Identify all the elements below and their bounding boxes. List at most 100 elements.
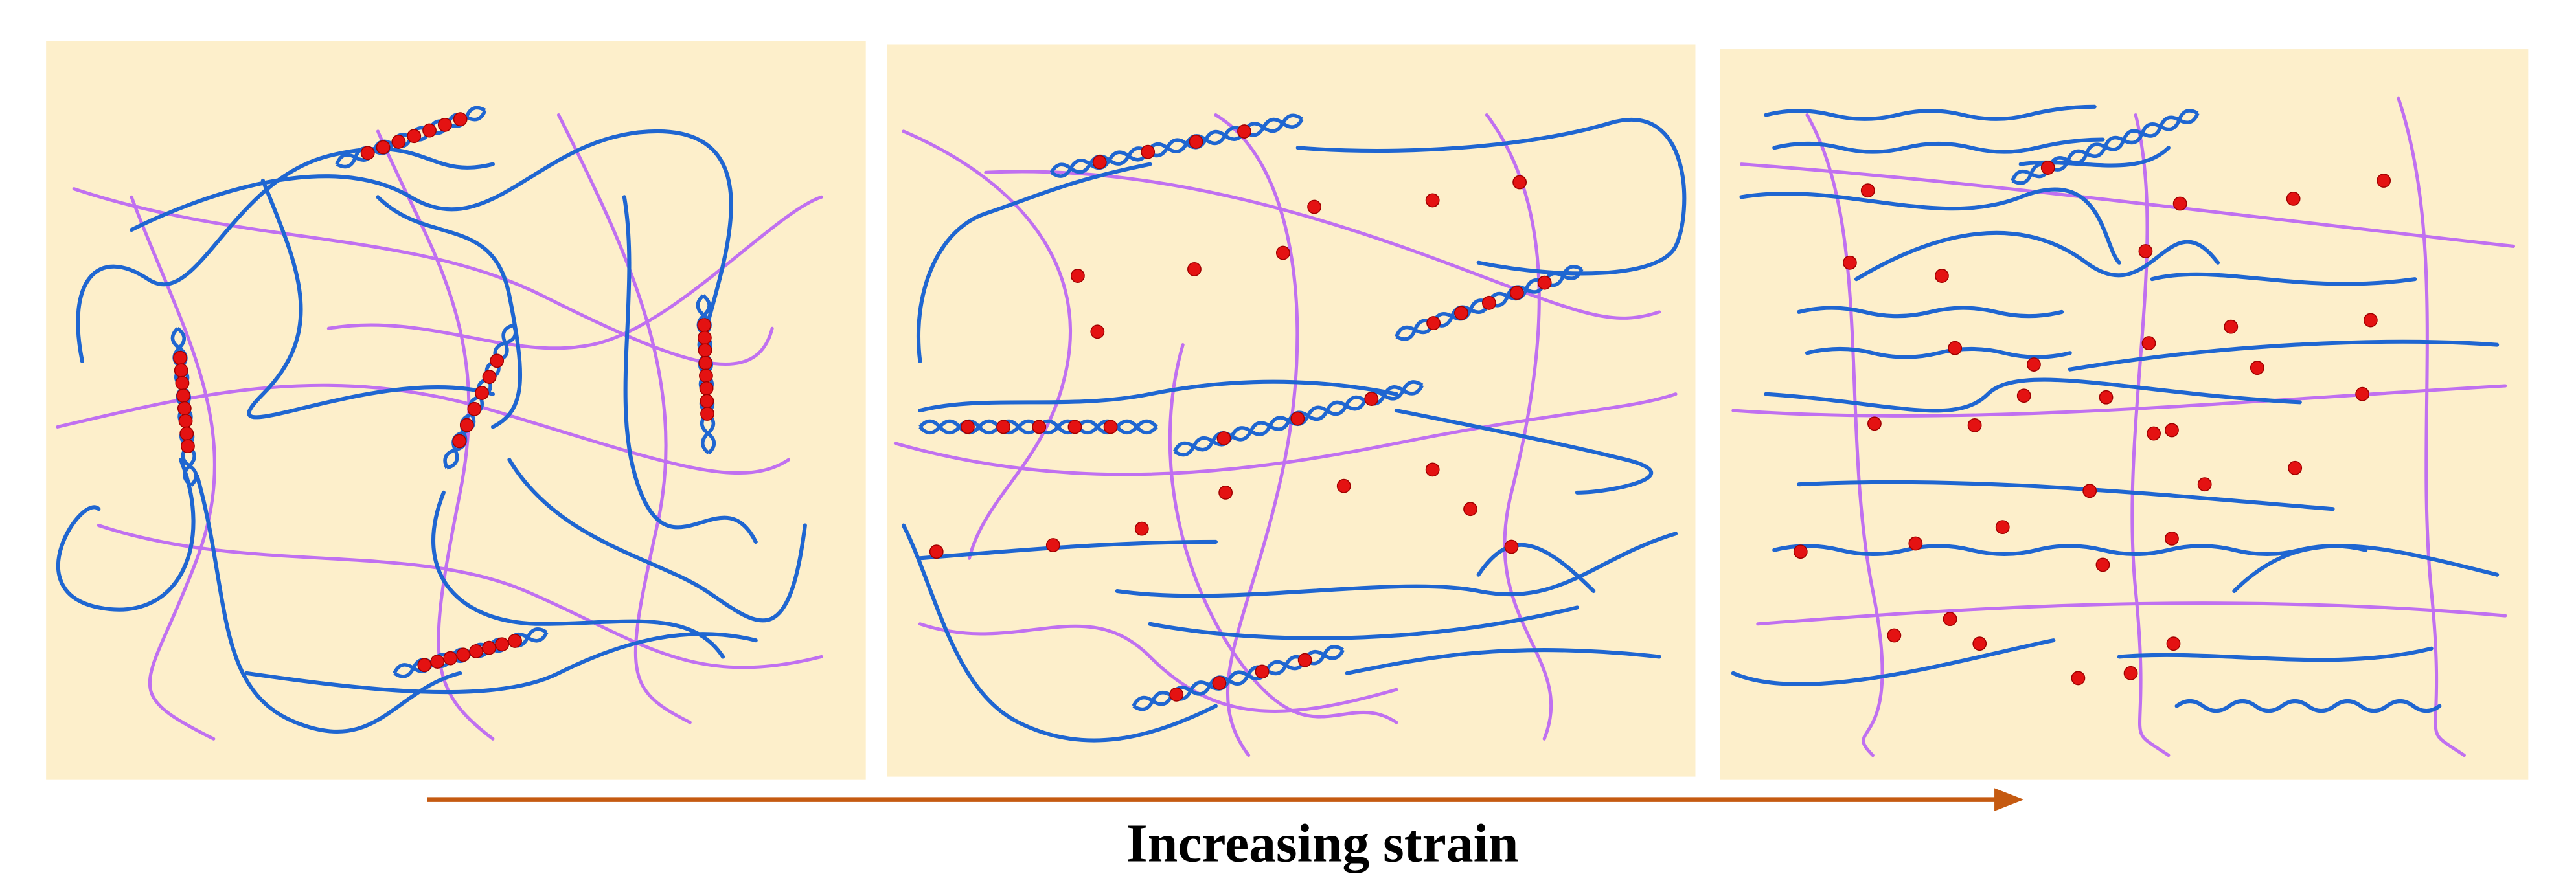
ion	[1504, 539, 1519, 554]
polymer-chain	[1764, 377, 2302, 413]
ion	[2071, 671, 2086, 686]
ion	[452, 434, 467, 449]
polymer-chain	[2150, 272, 2417, 286]
ion	[1967, 418, 1982, 432]
ion	[1216, 431, 1231, 446]
ion	[1092, 155, 1107, 170]
ion	[2141, 336, 2156, 350]
ion	[2197, 477, 2212, 492]
ion	[1537, 275, 1552, 290]
ion	[2224, 319, 2239, 334]
ion	[174, 363, 188, 378]
ion	[1032, 420, 1047, 434]
polymer-chain	[507, 458, 807, 623]
ion	[699, 368, 713, 383]
polymer-chain	[1772, 544, 2368, 556]
ion	[2027, 357, 2041, 372]
ion	[697, 330, 712, 345]
polymer-chain	[1805, 346, 2072, 359]
ion	[1995, 520, 2010, 535]
ion	[1290, 411, 1305, 426]
polymer-chain	[1731, 638, 2056, 686]
ion	[2165, 531, 2179, 546]
ion	[1972, 636, 1987, 651]
ion	[2165, 423, 2179, 438]
ion	[376, 140, 391, 155]
ion	[1908, 536, 1923, 551]
ion	[2377, 174, 2391, 188]
helix	[1132, 645, 1345, 711]
helices	[170, 106, 2200, 711]
polymer-chain	[918, 379, 1398, 413]
ion	[699, 381, 714, 396]
ion	[179, 426, 194, 441]
caption: Increasing strain	[1126, 813, 1518, 873]
ion	[1426, 316, 1441, 331]
ion	[1090, 324, 1105, 339]
ion	[453, 112, 468, 127]
polymer-chain	[1739, 187, 2121, 265]
polymer-chain	[1394, 409, 1654, 495]
ion	[996, 420, 1011, 434]
ion	[2123, 666, 2138, 680]
polymer-chain	[2232, 544, 2500, 594]
ion	[1934, 269, 1949, 283]
crosslinked-chain	[893, 392, 1678, 476]
crosslinked-chain	[1168, 343, 1398, 724]
polymer-chain	[918, 539, 1218, 561]
ion	[961, 420, 975, 434]
crosslinked-chain	[902, 129, 1072, 560]
ion	[490, 353, 505, 368]
ion	[1425, 462, 1440, 477]
ion	[176, 388, 191, 403]
helix	[2011, 109, 2200, 185]
ion	[508, 634, 522, 648]
polymer-chain	[1854, 230, 2220, 282]
ion	[1103, 420, 1118, 434]
helix	[335, 106, 487, 169]
ion	[2166, 636, 2181, 651]
ion	[1218, 485, 1233, 500]
crosslinked-chain	[1485, 113, 1553, 741]
polymer-chain	[376, 195, 522, 429]
helix-strand	[1049, 113, 1303, 174]
polymer-chain	[2117, 646, 2434, 662]
ion	[1364, 392, 1379, 406]
ion	[475, 386, 489, 400]
panel3-chains	[1731, 96, 2516, 757]
ion	[2286, 191, 2301, 206]
ions	[929, 174, 2391, 686]
ion	[1070, 269, 1085, 283]
ion	[181, 439, 195, 454]
ion	[1887, 628, 1902, 643]
ion	[2082, 484, 2097, 498]
polymer-chain	[2174, 699, 2442, 713]
ion	[1842, 255, 1857, 270]
crosslinked-chain	[130, 195, 216, 741]
crosslinked-chain	[326, 195, 823, 350]
ion	[698, 355, 713, 370]
ion	[178, 414, 193, 429]
ion	[407, 129, 422, 144]
ion	[175, 375, 190, 390]
ion	[177, 401, 192, 416]
crosslinked-chain	[918, 622, 1398, 713]
ion	[1860, 183, 1875, 198]
ion	[1212, 676, 1227, 691]
crosslinked-chain	[376, 129, 495, 741]
panel-unstrained	[46, 41, 866, 780]
ion	[2172, 196, 2187, 211]
ion	[459, 418, 474, 432]
polymer-chain	[1345, 647, 1661, 675]
helix	[1172, 380, 1424, 457]
ion	[697, 318, 712, 333]
polymer-chain	[1148, 605, 1579, 640]
crosslinked-chain	[1756, 601, 2507, 626]
ion	[1275, 245, 1290, 260]
polymer-chain	[56, 458, 196, 612]
polymer-chain	[1797, 480, 2335, 511]
ion	[1425, 193, 1440, 208]
polymer-chain	[247, 178, 496, 420]
polymer-chain	[1295, 117, 1687, 276]
helix	[1395, 265, 1584, 341]
